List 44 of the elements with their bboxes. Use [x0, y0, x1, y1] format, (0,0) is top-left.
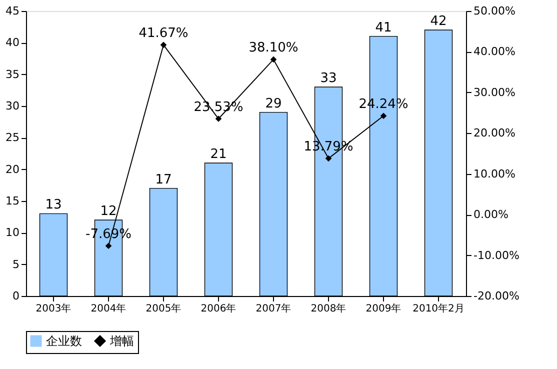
- point: [215, 116, 222, 122]
- x-tick-label: 2003年: [36, 302, 72, 314]
- point: [325, 155, 332, 162]
- y2-tick-label: 40.00%: [474, 45, 516, 58]
- point: [160, 42, 167, 48]
- y2-tick-label: -20.00%: [474, 290, 520, 302]
- y2-tick-label: 50.00%: [474, 4, 516, 18]
- y-tick-label: 15: [6, 194, 20, 208]
- y2-tick-label: 0.00%: [474, 208, 508, 222]
- y-tick-label: 0: [12, 290, 20, 302]
- x-tick-label: 2005年: [146, 302, 182, 314]
- data-label: 41.67%: [138, 26, 188, 41]
- legend-label: 增幅: [109, 334, 134, 348]
- y2-tick-label: 20.00%: [474, 126, 516, 140]
- y-tick-label: 40: [6, 36, 20, 50]
- data-label: 13: [45, 198, 62, 213]
- y-tick-label: 35: [6, 68, 20, 81]
- y-tick-label: 5: [12, 258, 20, 271]
- data-label: 38.10%: [248, 40, 298, 56]
- data-label: 41: [375, 20, 392, 36]
- point: [105, 242, 112, 250]
- x-tick-label: 2009年: [366, 302, 402, 314]
- x-tick-label: 2007年: [256, 302, 292, 314]
- x-tick-label: 2006年: [200, 302, 236, 314]
- data-label: 42: [430, 14, 447, 29]
- data-label: 29: [265, 96, 282, 112]
- y-tick-label: 20: [6, 162, 20, 176]
- point: [270, 56, 277, 63]
- y2-tick-label: 10.00%: [474, 167, 516, 180]
- data-label: 12: [100, 204, 117, 219]
- data-label: 21: [210, 147, 227, 162]
- y2-tick-label: -10.00%: [474, 248, 520, 262]
- point: [380, 112, 387, 120]
- legend-label: 企业数: [46, 334, 82, 348]
- x-tick-label: 2008年: [310, 302, 346, 314]
- x-tick-label: 2010年2月: [412, 302, 464, 314]
- data-label: 17: [155, 172, 172, 188]
- y2-tick-label: 30.00%: [474, 86, 516, 99]
- y-tick-label: 30: [6, 100, 20, 112]
- data-label: 33: [320, 71, 337, 86]
- y-tick-label: 25: [6, 131, 20, 144]
- y-tick-label: 45: [6, 4, 20, 18]
- y-tick-label: 10: [6, 226, 20, 240]
- x-tick-label: 2004年: [90, 302, 126, 314]
